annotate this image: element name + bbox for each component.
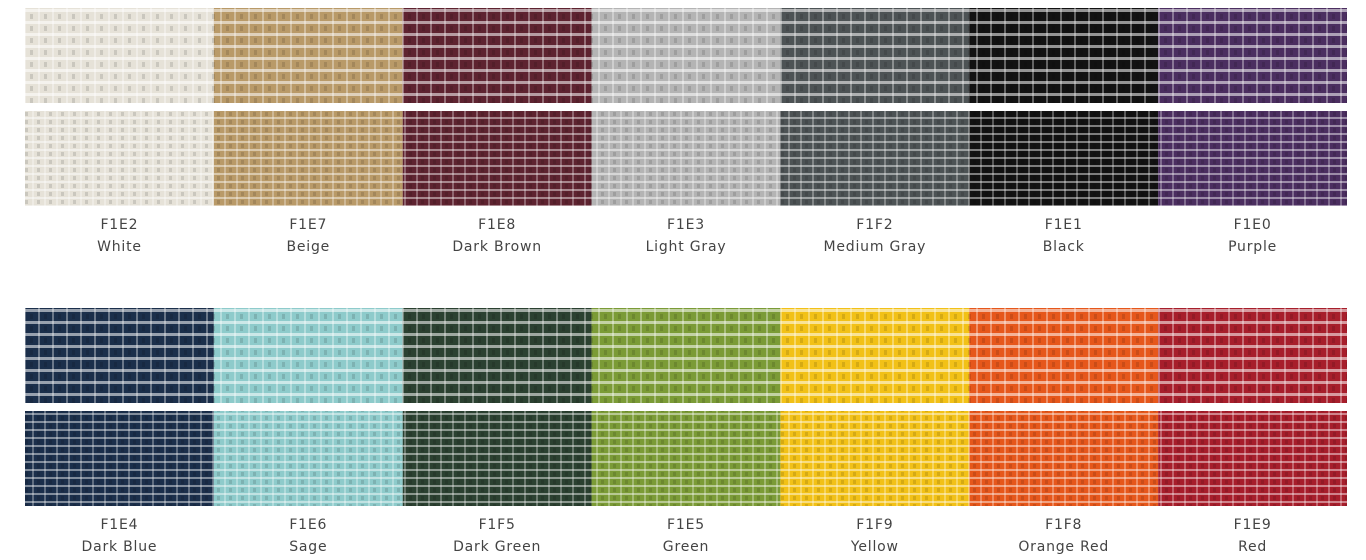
swatch-top-mesh	[780, 308, 970, 403]
swatch-bottom-mesh	[969, 111, 1159, 206]
swatch-top-mesh	[1158, 8, 1347, 103]
swatch-name: Dark Brown	[452, 239, 542, 255]
swatch-top-mesh	[213, 308, 403, 403]
swatch-bottom-mesh	[25, 111, 214, 206]
swatch-top-mesh	[25, 308, 214, 403]
swatch-top-mesh	[969, 8, 1159, 103]
swatch-bottom-mesh	[402, 411, 592, 506]
swatch-top-mesh	[780, 8, 970, 103]
swatch-code: F1F8	[1045, 517, 1082, 533]
swatch-name: Black	[1043, 239, 1085, 255]
swatch-code: F1E6	[289, 517, 327, 533]
swatch-code: F1E2	[100, 217, 138, 233]
swatch-bottom-mesh	[591, 411, 781, 506]
swatch-top-mesh	[25, 8, 214, 103]
swatch-bottom-mesh	[591, 111, 781, 206]
swatch-name: Green	[663, 539, 709, 555]
swatch-code: F1F5	[479, 517, 516, 533]
swatch-code: F1E8	[478, 217, 516, 233]
swatch-bottom-mesh	[213, 411, 403, 506]
swatch-bottom-mesh	[780, 111, 970, 206]
swatch-bottom-mesh	[1158, 111, 1347, 206]
swatch-bottom-mesh	[1158, 411, 1347, 506]
swatch-code: F1E3	[667, 217, 705, 233]
swatch-top-mesh	[402, 308, 592, 403]
swatch-name: Orange Red	[1018, 539, 1109, 555]
swatch-code: F1E1	[1045, 217, 1083, 233]
swatch-name: White	[97, 239, 142, 255]
swatch-name: Sage	[289, 539, 327, 555]
swatch-code: F1E4	[100, 517, 138, 533]
swatch-top-mesh	[591, 8, 781, 103]
swatch-name: Dark Green	[453, 539, 541, 555]
swatch-bottom-mesh	[213, 111, 403, 206]
swatch-bottom-mesh	[969, 411, 1159, 506]
swatch-name: Light Gray	[646, 239, 727, 255]
swatch-code: F1E9	[1234, 517, 1272, 533]
swatch-code: F1E7	[289, 217, 327, 233]
swatch-name: Red	[1238, 539, 1267, 555]
swatch-name: Purple	[1228, 239, 1277, 255]
swatch-top-mesh	[213, 8, 403, 103]
swatch-bottom-mesh	[25, 411, 214, 506]
swatch-top-mesh	[402, 8, 592, 103]
swatch-top-mesh	[969, 308, 1159, 403]
swatch-top-mesh	[591, 308, 781, 403]
swatch-code: F1E0	[1234, 217, 1272, 233]
swatch-top-mesh	[1158, 308, 1347, 403]
swatch-name: Beige	[286, 239, 330, 255]
swatch-bottom-mesh	[402, 111, 592, 206]
swatch-bottom-mesh	[780, 411, 970, 506]
swatch-code: F1F2	[856, 217, 893, 233]
swatch-code: F1E5	[667, 517, 705, 533]
swatch-name: Dark Blue	[81, 539, 157, 555]
swatch-name: Medium Gray	[824, 239, 927, 255]
swatch-code: F1F9	[856, 517, 893, 533]
swatch-name: Yellow	[850, 539, 899, 555]
